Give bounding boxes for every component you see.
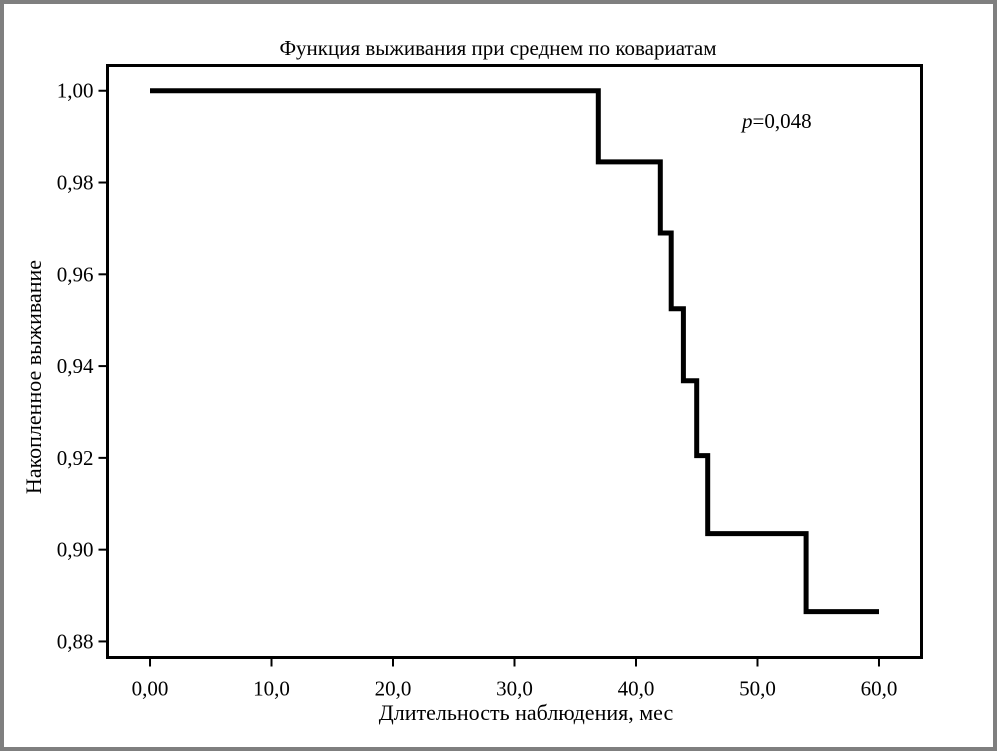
- plot-area: [106, 64, 923, 659]
- x-tick-label: 20,0: [375, 677, 412, 701]
- y-tick-label: 0,94: [57, 354, 94, 378]
- y-tick-label: 0,98: [57, 171, 94, 195]
- y-tick-label: 0,92: [57, 446, 94, 470]
- p-value-annotation: p=0,048: [740, 109, 812, 133]
- y-axis-label: Накопленное выживание: [21, 260, 46, 494]
- y-tick-label: 0,90: [57, 538, 94, 562]
- x-tick-label: 40,0: [618, 677, 655, 701]
- survival-chart: Функция выживания при среднем по ковариа…: [21, 36, 923, 725]
- x-tick-label: 0,00: [132, 677, 169, 701]
- axis-ticks: 0,00 10,0 20,0 30,0 40,0 50,0 60,0 1,00 0,98 0,96…: [57, 79, 898, 701]
- p-value-text: =0,048: [753, 109, 812, 133]
- figure-frame: Функция выживания при среднем по ковариа…: [4, 4, 993, 747]
- chart-title: Функция выживания при среднем по ковариа…: [279, 36, 716, 60]
- x-tick-label: 50,0: [739, 677, 776, 701]
- y-tick-label: 0,96: [57, 262, 94, 286]
- survival-step-line: [150, 88, 879, 615]
- p-value-symbol: p: [740, 109, 753, 133]
- x-axis-label: Длительность наблюдения, мес: [379, 700, 674, 725]
- x-tick-label: 10,0: [253, 677, 290, 701]
- y-tick-label: 0,88: [57, 629, 94, 653]
- x-tick-label: 60,0: [861, 677, 898, 701]
- x-tick-label: 30,0: [496, 677, 533, 701]
- y-tick-label: 1,00: [57, 79, 94, 103]
